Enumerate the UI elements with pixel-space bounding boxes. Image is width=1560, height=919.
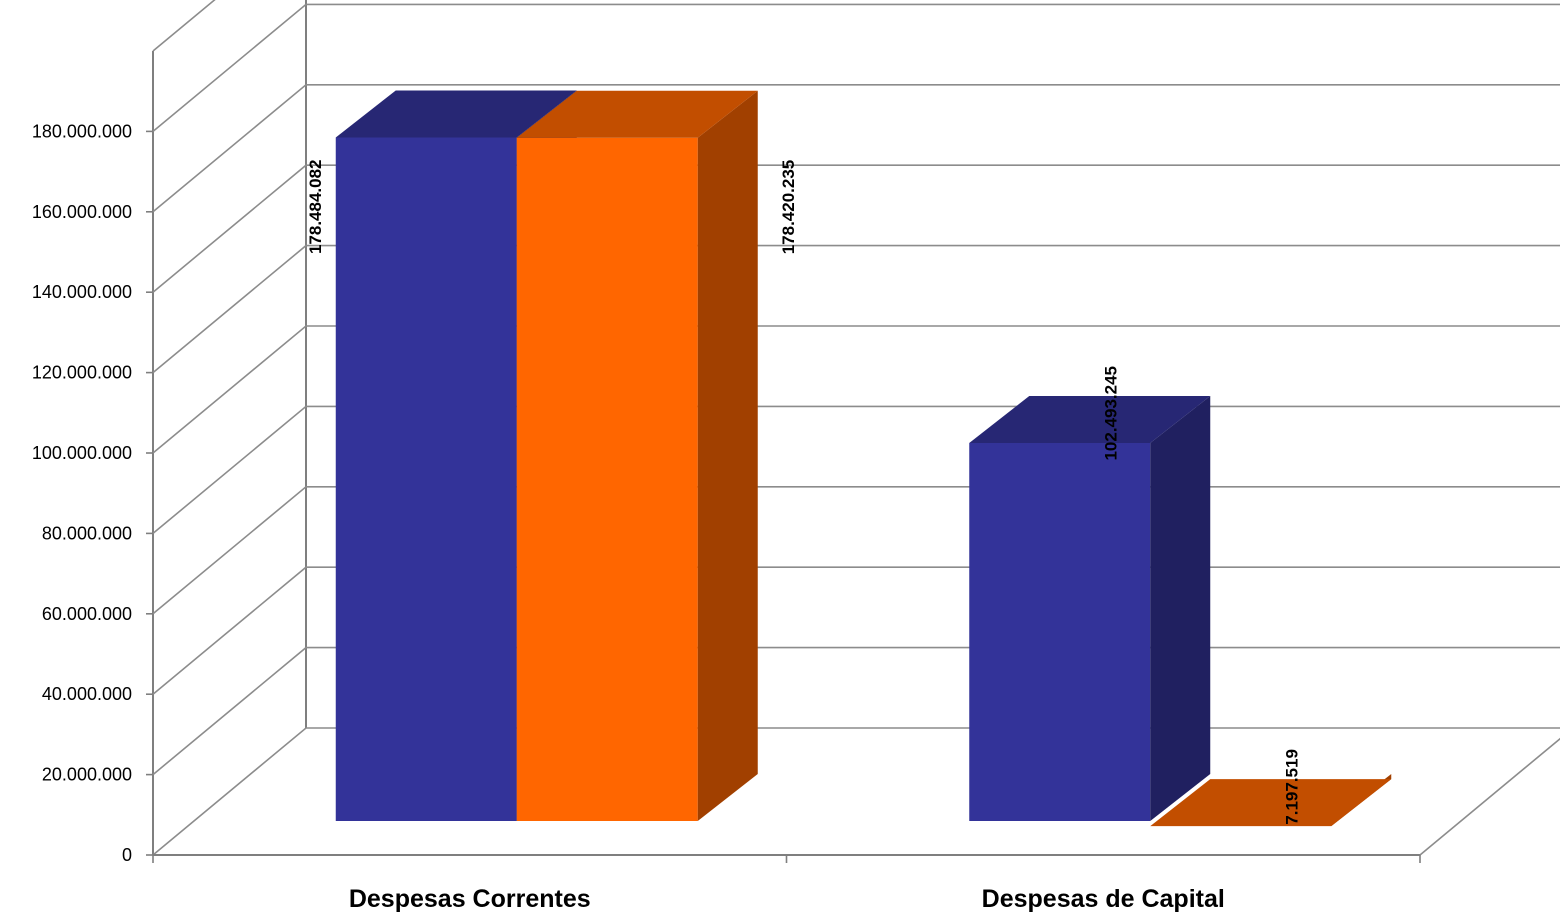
gridline [152,84,1560,213]
bar-front [516,137,698,821]
bar-side [697,90,758,821]
bar-front [335,137,517,821]
bar-top [516,90,758,138]
y-tick-label: 60.000.000 [42,604,132,624]
y-tick-label: 100.000.000 [32,443,132,463]
bar [516,90,758,821]
y-tick-label: 0 [122,845,132,865]
bar [969,395,1211,821]
y-tick-label: 80.000.000 [42,523,132,543]
bar-front [969,442,1151,821]
bar-top [1150,779,1392,827]
y-tick-label: 140.000.000 [32,282,132,302]
side-wall [153,0,306,855]
bar-side [1150,395,1211,821]
bar-top [969,395,1211,443]
gridline [152,325,1560,454]
data-label: 178.484.082 [306,159,325,254]
data-label: 102.493.245 [1101,366,1120,461]
bar [1150,774,1392,827]
gridline [152,244,1560,374]
category-label: Despesas Correntes [349,885,591,913]
data-label: 7.197.519 [1282,749,1301,825]
y-tick-label: 120.000.000 [32,363,132,383]
bar-top [335,90,577,138]
y-tick-label: 20.000.000 [42,765,132,785]
floor-right-edge [1419,737,1560,856]
y-tick-label: 180.000.000 [32,121,132,141]
gridline [152,164,1560,293]
category-label: Despesas de Capital [982,885,1225,913]
y-tick-label: 160.000.000 [32,202,132,222]
data-label: 178.420.235 [779,160,798,255]
gridline [152,0,216,52]
y-tick-label: 40.000.000 [42,684,132,704]
gridline [152,3,1560,133]
